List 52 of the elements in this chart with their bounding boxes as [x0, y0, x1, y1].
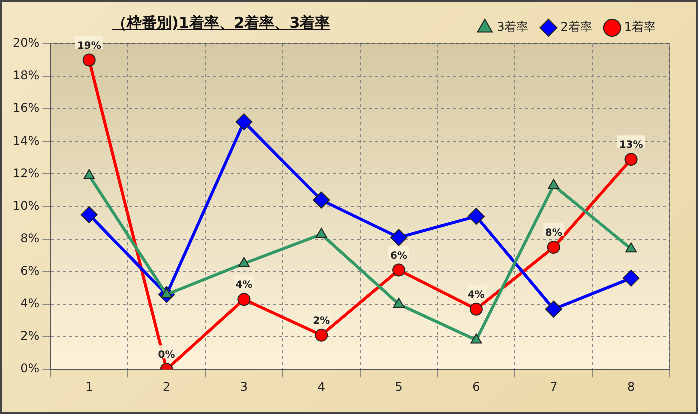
x-tick-label: 3 [240, 380, 248, 394]
data-label: 4% [468, 290, 485, 301]
y-tick-label: 2% [20, 329, 40, 344]
y-tick-label: 6% [20, 264, 40, 278]
chart-title: （枠番別)1着率、2着率、3着率 [112, 14, 330, 33]
y-tick-label: 8% [20, 231, 40, 246]
point [547, 241, 560, 254]
point [315, 328, 328, 342]
point [470, 302, 483, 316]
point [622, 270, 640, 287]
data-label: 6% [390, 250, 408, 262]
point [238, 257, 250, 268]
x-tick-label: 1 [86, 380, 94, 394]
point [548, 179, 560, 190]
point [545, 300, 562, 318]
y-tick-label: 20% [13, 36, 40, 50]
point [236, 114, 253, 131]
data-label: 4% [236, 280, 253, 292]
legend-label: 1着率 [624, 20, 656, 34]
point [82, 54, 96, 67]
x-tick-label: 8 [627, 380, 636, 394]
point [238, 293, 251, 306]
point [313, 192, 330, 209]
point [624, 153, 638, 166]
point [84, 169, 96, 180]
data-label: 19% [77, 40, 102, 52]
point [80, 206, 98, 224]
legend-label: 2着率 [560, 20, 592, 34]
y-tick-label: 4% [20, 296, 40, 311]
legend-label: 3着率 [497, 20, 529, 34]
point [468, 208, 485, 226]
x-tick-label: 5 [395, 380, 403, 394]
data-label: 0% [158, 350, 176, 362]
x-tick-label: 4 [318, 380, 326, 394]
x-tick-label: 6 [472, 380, 480, 394]
y-tick-label: 18% [13, 68, 40, 83]
point [390, 229, 408, 246]
data-label: 2% [313, 316, 330, 328]
point [316, 228, 328, 238]
point [393, 298, 405, 308]
y-tick-label: 14% [13, 134, 40, 148]
data-label: 13% [619, 140, 644, 152]
point [392, 264, 406, 277]
x-tick-label: 7 [550, 380, 558, 394]
point [470, 334, 482, 344]
y-tick-label: 10% [13, 198, 40, 213]
x-tick-label: 2 [162, 380, 171, 394]
y-tick-label: 16% [13, 101, 40, 116]
y-tick-label: 12% [13, 166, 40, 180]
y-tick-label: 0% [20, 362, 40, 376]
point [626, 242, 637, 253]
data-label: 8% [545, 228, 562, 240]
